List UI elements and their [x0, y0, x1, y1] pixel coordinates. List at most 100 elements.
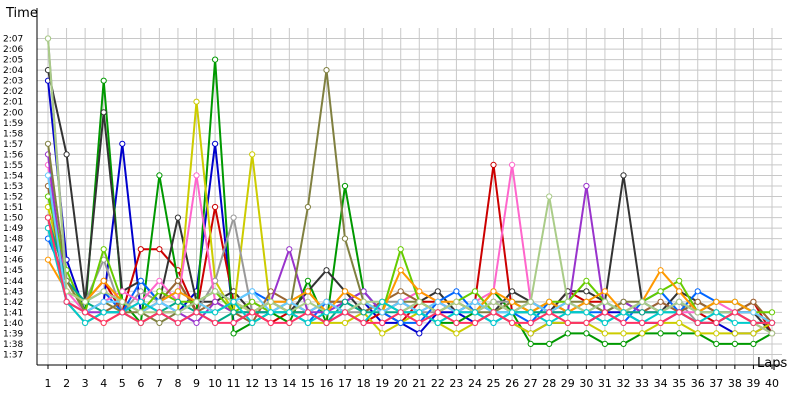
data-point: [249, 319, 256, 326]
data-point: [694, 330, 701, 337]
data-point: [156, 319, 163, 326]
data-point: [212, 298, 219, 305]
data-point: [360, 319, 367, 326]
data-point: [620, 340, 627, 347]
data-point: [453, 319, 460, 326]
series-line: [47, 259, 773, 324]
y-tick-label: 2:05: [3, 56, 23, 66]
data-point: [44, 35, 52, 42]
data-point: [676, 319, 683, 326]
x-tick-label: 24: [468, 377, 482, 390]
data-point: [620, 172, 627, 179]
data-point: [583, 182, 590, 190]
x-tick-label: 11: [227, 377, 241, 390]
data-point: [490, 298, 497, 305]
data-point: [657, 309, 664, 316]
data-point: [676, 298, 683, 305]
x-tick-label: 39: [746, 377, 760, 390]
data-point: [360, 298, 367, 305]
data-point: [82, 309, 89, 316]
data-point: [453, 288, 460, 295]
data-point: [341, 288, 349, 295]
data-point: [100, 77, 107, 84]
data-point: [174, 319, 181, 326]
data-point: [768, 309, 776, 316]
data-point: [676, 288, 683, 295]
data-point: [471, 319, 479, 326]
x-tick-label: 15: [301, 377, 315, 390]
data-point: [44, 140, 52, 147]
data-point: [546, 309, 553, 316]
data-point: [527, 330, 534, 337]
x-tick-label: 29: [561, 377, 575, 390]
data-point: [249, 288, 256, 295]
data-point: [768, 330, 776, 337]
x-tick-label: 37: [709, 377, 723, 390]
data-point: [694, 288, 701, 295]
x-tick-label: 18: [357, 377, 371, 390]
data-point: [156, 309, 163, 316]
data-point: [546, 298, 553, 305]
data-point: [583, 319, 590, 326]
data-point: [193, 172, 200, 179]
data-point: [508, 309, 516, 316]
data-point: [304, 298, 311, 305]
data-point: [249, 151, 256, 158]
y-tick-label: 1:57: [3, 140, 23, 150]
data-point: [156, 277, 163, 284]
data-point: [193, 309, 200, 316]
data-point: [360, 309, 367, 316]
data-point: [527, 340, 534, 347]
y-axis-title: Time: [5, 6, 38, 21]
data-point: [620, 309, 627, 316]
x-axis-title: Laps: [757, 356, 787, 371]
data-point: [564, 319, 571, 326]
data-point: [397, 309, 404, 316]
data-point: [397, 288, 404, 295]
y-tick-label: 2:06: [3, 45, 23, 55]
x-axis: 1 2 3 4 5 6 7 8 9 10 11 12 13 14 15 16 17 18 19 20 21 22 23 24 2…: [37, 364, 782, 390]
data-point: [490, 309, 497, 316]
y-tick-label: 1:51: [3, 203, 23, 213]
data-point: [156, 298, 163, 305]
data-point: [230, 330, 237, 337]
data-point: [100, 246, 107, 253]
data-point: [527, 298, 534, 305]
x-tick-label: 13: [264, 377, 278, 390]
data-point: [137, 309, 144, 316]
x-tick-label: 17: [338, 377, 352, 390]
data-point: [416, 298, 423, 305]
data-point: [583, 309, 590, 316]
data-point: [620, 330, 627, 337]
data-point: [397, 267, 404, 274]
data-point: [731, 330, 739, 337]
x-tick-label: 33: [635, 377, 649, 390]
data-point: [453, 298, 460, 305]
data-point: [731, 309, 739, 316]
data-point: [583, 298, 590, 305]
data-point: [508, 288, 516, 295]
data-point: [304, 288, 311, 295]
x-tick-label: 6: [137, 377, 144, 390]
data-point: [249, 298, 256, 305]
x-tick-label: 4: [100, 377, 107, 390]
data-point: [694, 309, 701, 316]
data-point: [156, 246, 163, 253]
data-point: [750, 330, 757, 337]
data-point: [620, 298, 627, 305]
data-point: [768, 319, 776, 326]
y-tick-label: 1:37: [3, 350, 23, 360]
data-point: [676, 277, 683, 284]
x-tick-label: 35: [672, 377, 686, 390]
x-tick-label: 7: [156, 377, 163, 390]
x-tick-label: 40: [765, 377, 779, 390]
data-point: [434, 309, 441, 316]
data-point: [731, 319, 739, 326]
data-point: [212, 288, 219, 295]
data-point: [713, 330, 720, 337]
data-point: [564, 298, 571, 305]
data-point: [657, 267, 664, 274]
data-point: [323, 298, 330, 305]
x-tick-label: 8: [174, 377, 181, 390]
